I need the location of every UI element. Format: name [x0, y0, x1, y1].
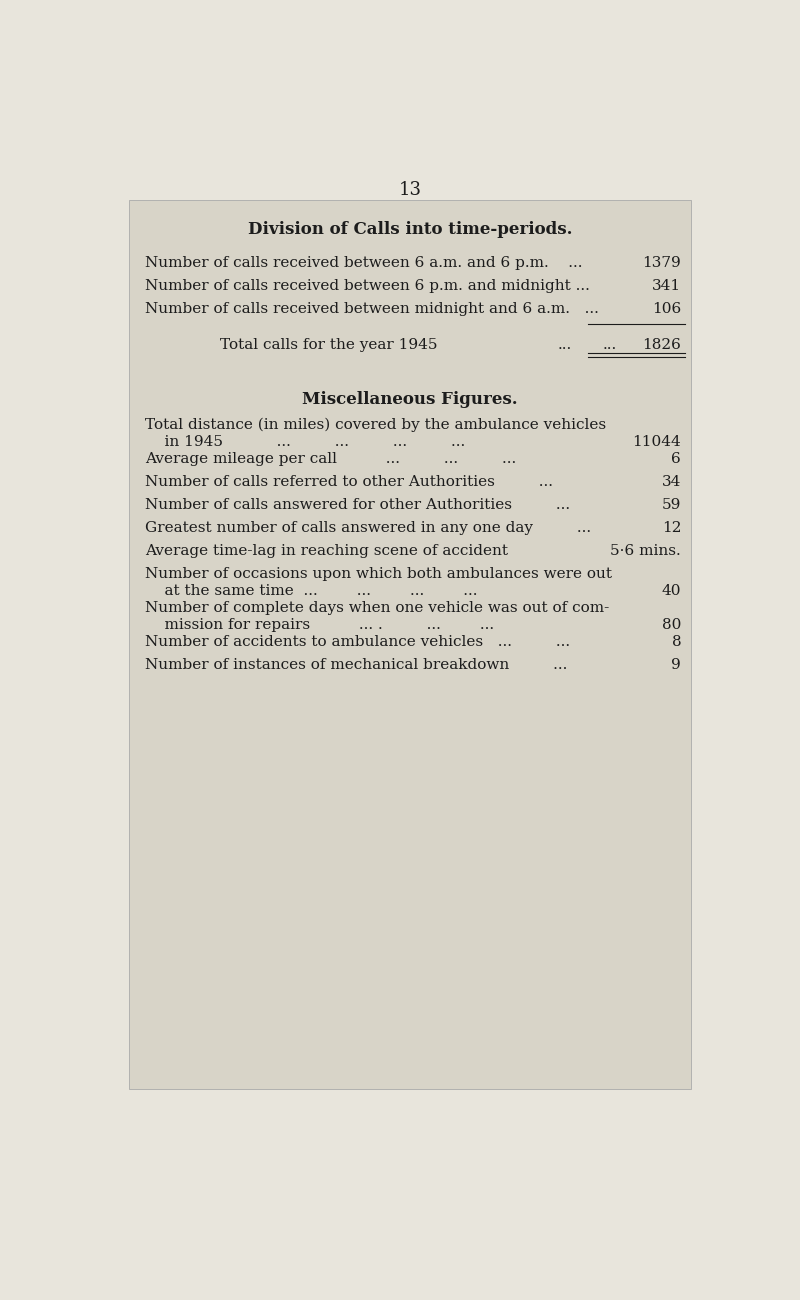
Text: 341: 341	[652, 280, 682, 294]
Text: 59: 59	[662, 498, 682, 512]
Text: Number of accidents to ambulance vehicles   ...         ...: Number of accidents to ambulance vehicle…	[145, 634, 570, 649]
Text: Number of calls answered for other Authorities         ...: Number of calls answered for other Autho…	[145, 498, 570, 512]
Text: Number of complete days when one vehicle was out of com-: Number of complete days when one vehicle…	[145, 601, 610, 615]
Text: 11044: 11044	[633, 434, 682, 448]
Text: Number of instances of mechanical breakdown         ...: Number of instances of mechanical breakd…	[145, 658, 567, 672]
Text: Number of calls received between midnight and 6 a.m.   ...: Number of calls received between midnigh…	[145, 303, 599, 316]
Text: Division of Calls into time-periods.: Division of Calls into time-periods.	[248, 221, 572, 238]
Text: ...: ...	[558, 338, 571, 352]
Text: 6: 6	[671, 451, 682, 465]
Text: 12: 12	[662, 521, 682, 536]
Text: 1826: 1826	[642, 338, 682, 352]
Text: Average mileage per call          ...         ...         ...: Average mileage per call ... ... ...	[145, 451, 516, 465]
Text: mission for repairs          ... .         ...        ...: mission for repairs ... . ... ...	[145, 618, 494, 632]
Text: Total calls for the year 1945: Total calls for the year 1945	[220, 338, 438, 352]
Text: in 1945           ...         ...         ...         ...: in 1945 ... ... ... ...	[145, 434, 466, 448]
Text: 34: 34	[662, 474, 682, 489]
Text: Average time-lag in reaching scene of accident: Average time-lag in reaching scene of ac…	[145, 545, 508, 558]
Text: 9: 9	[671, 658, 682, 672]
Text: Number of calls received between 6 p.m. and midnight ...: Number of calls received between 6 p.m. …	[145, 280, 590, 294]
Text: Greatest number of calls answered in any one day         ...: Greatest number of calls answered in any…	[145, 521, 591, 536]
Text: Total distance (in miles) covered by the ambulance vehicles: Total distance (in miles) covered by the…	[145, 417, 606, 432]
Text: Number of calls referred to other Authorities         ...: Number of calls referred to other Author…	[145, 474, 553, 489]
Text: 1379: 1379	[642, 256, 682, 270]
Text: 80: 80	[662, 618, 682, 632]
Text: 8: 8	[672, 634, 682, 649]
Text: 13: 13	[398, 181, 422, 199]
Bar	[130, 200, 690, 1089]
Text: at the same time  ...        ...        ...        ...: at the same time ... ... ... ...	[145, 584, 478, 598]
Text: 106: 106	[652, 303, 682, 316]
Text: Number of calls received between 6 a.m. and 6 p.m.    ...: Number of calls received between 6 a.m. …	[145, 256, 582, 270]
Text: ...: ...	[602, 338, 617, 352]
Text: Miscellaneous Figures.: Miscellaneous Figures.	[302, 391, 518, 408]
Text: Number of occasions upon which both ambulances were out: Number of occasions upon which both ambu…	[145, 567, 612, 581]
Text: 40: 40	[662, 584, 682, 598]
Text: 5·6 mins.: 5·6 mins.	[610, 545, 682, 558]
